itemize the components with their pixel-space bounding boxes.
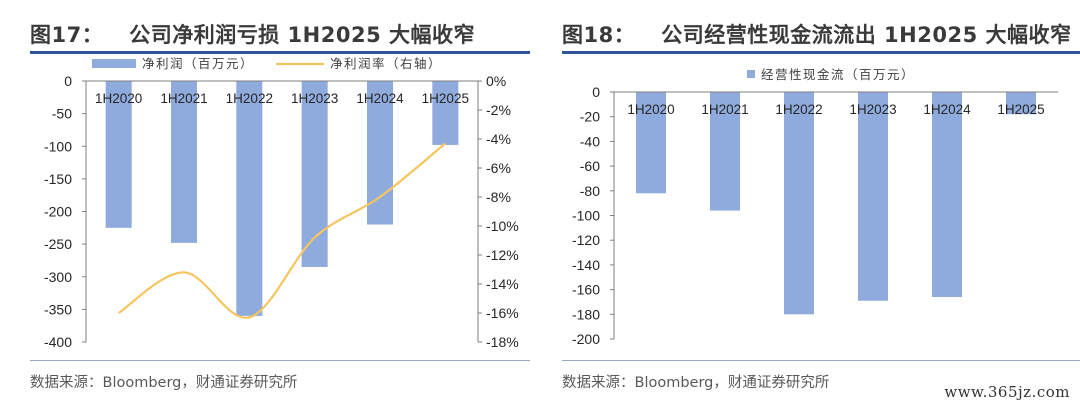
x-tick-label: 1H2021	[160, 91, 207, 106]
y-tick-label-right: -18%	[486, 334, 519, 350]
y-tick-label-left: -60	[580, 158, 600, 174]
x-tick-label: 1H2025	[422, 91, 469, 106]
legend-swatch	[92, 59, 136, 68]
y-tick-label-right: -4%	[486, 131, 511, 147]
y-tick-label-left: -300	[44, 269, 72, 285]
bar	[932, 92, 962, 298]
y-tick-label-left: -20	[580, 109, 600, 125]
title-rule	[30, 51, 530, 54]
legend-label: 净利润率（右轴）	[330, 56, 442, 71]
series-line	[118, 142, 447, 319]
bar	[858, 92, 888, 301]
legend-label: 经营性现金流（百万元）	[761, 67, 915, 82]
title-rule	[562, 51, 1080, 54]
y-tick-label-left: -80	[580, 183, 600, 199]
x-tick-label: 1H2023	[849, 102, 896, 117]
source-rule	[30, 360, 530, 361]
y-tick-label-left: -100	[44, 138, 72, 154]
y-tick-label-left: -140	[572, 257, 600, 273]
y-tick-label-right: -16%	[486, 305, 519, 321]
bar	[105, 81, 132, 228]
y-tick-label-left: -160	[572, 282, 600, 298]
figure-17-number: 图17：	[30, 23, 104, 47]
x-tick-label: 1H2020	[627, 102, 674, 117]
legend-label: 净利润（百万元）	[142, 57, 254, 71]
figure-18-title: 图18： 公司经营性现金流流出 1H2025 大幅收窄	[562, 19, 1072, 49]
figure-17-panel: 图17： 公司净利润亏损 1H2025 大幅收窄 0 -50 -100 -150 -200…	[30, 19, 530, 391]
operating-cash-flow-chart: 0 -20 -40 -60 -80 -100 -120 -140 -160 -180 -200 1H2…	[572, 67, 1058, 347]
bar	[1006, 92, 1036, 115]
x-tick-label: 1H2022	[226, 91, 273, 106]
x-tick-label: 1H2024	[923, 102, 971, 117]
x-tick-label: 1H2022	[775, 102, 822, 117]
net-profit-chart: 0 -50 -100 -150 -200 -250 -300 -350 -400 0% -2% -4%…	[44, 56, 519, 350]
bar	[432, 81, 459, 145]
bar	[171, 81, 197, 243]
y-tick-label-left: 0	[64, 73, 72, 89]
y-tick-label-left: -180	[572, 306, 600, 322]
figure-17-source: 数据来源：Bloomberg，财通证券研究所	[30, 375, 298, 391]
y-tick-label-left: 0	[592, 84, 600, 100]
figure-17-title-text: 公司净利润亏损 1H2025 大幅收窄	[129, 23, 475, 47]
bar	[710, 92, 740, 211]
y-tick-label-left: -400	[44, 334, 72, 350]
bar	[367, 81, 393, 225]
watermark: www.365jz.com	[944, 383, 1070, 401]
y-tick-label-right: -2%	[486, 102, 511, 118]
legend-swatch	[747, 70, 755, 78]
figure-17-title: 图17： 公司净利润亏损 1H2025 大幅收窄	[30, 19, 475, 49]
figure-18-title-text: 公司经营性现金流流出 1H2025 大幅收窄	[661, 23, 1072, 47]
y-tick-label-right: -12%	[486, 247, 519, 263]
y-tick-label-right: -8%	[486, 189, 511, 205]
y-tick-label-right: 0%	[486, 73, 506, 89]
y-tick-label-left: -40	[580, 133, 600, 149]
x-tick-label: 1H2023	[291, 91, 338, 106]
y-tick-label-left: -120	[572, 232, 600, 248]
x-tick-label: 1H2024	[356, 91, 404, 106]
x-tick-label: 1H2025	[997, 102, 1044, 117]
y-tick-label-left: -50	[52, 106, 72, 122]
y-tick-label-right: -14%	[486, 276, 519, 292]
y-tick-label-left: -100	[572, 208, 600, 224]
y-tick-label-left: -250	[44, 236, 72, 252]
x-tick-label: 1H2020	[95, 91, 142, 106]
y-tick-label-left: -200	[44, 204, 72, 220]
y-tick-label-left: -350	[44, 301, 72, 317]
y-tick-label-left: -200	[572, 331, 600, 347]
figure-18-source: 数据来源：Bloomberg，财通证券研究所	[562, 375, 830, 391]
figure-18-number: 图18：	[562, 23, 636, 47]
y-tick-label-right: -6%	[486, 160, 511, 176]
bar	[784, 92, 814, 315]
y-tick-label-right: -10%	[486, 218, 519, 234]
y-tick-label-left: -150	[44, 171, 72, 187]
bar	[236, 81, 263, 316]
x-tick-label: 1H2021	[701, 102, 748, 117]
source-rule	[562, 360, 1080, 361]
figure-18-panel: 图18： 公司经营性现金流流出 1H2025 大幅收窄 0 -20 -40 -60 -80…	[540, 0, 1080, 409]
bar	[636, 92, 666, 194]
bar	[301, 81, 328, 267]
